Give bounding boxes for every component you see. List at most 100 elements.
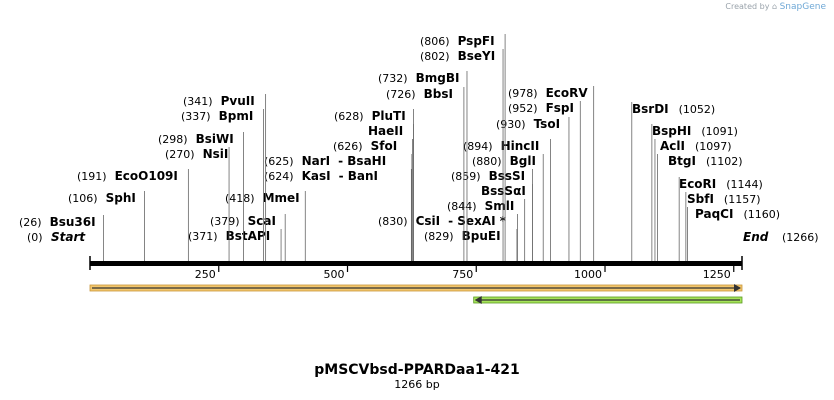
enzyme-site-nari[interactable]: (625) NarI - BsaHI <box>264 154 386 168</box>
arrow-left-icon <box>474 296 482 304</box>
enzyme-site-pvuii[interactable]: (341) PvuII <box>183 94 255 108</box>
enzyme-position: (1097) <box>695 140 732 153</box>
enzyme-site-ecorv[interactable]: (978) EcoRV <box>508 86 588 100</box>
enzyme-name: SfoI <box>371 139 398 153</box>
enzyme-name: TsoI <box>534 117 560 131</box>
enzyme-position: (830) <box>378 215 408 228</box>
enzyme-site-sbfi[interactable]: SbfI (1157) <box>687 192 761 206</box>
enzyme-site-scai[interactable]: (379) ScaI <box>210 214 276 228</box>
enzyme-name: EcoRV <box>546 86 589 100</box>
enzyme-position: (1157) <box>724 193 761 206</box>
enzyme-position: (806) <box>420 35 450 48</box>
enzyme-site-btgi[interactable]: BtgI (1102) <box>668 154 743 168</box>
enzyme-site-mmei[interactable]: (418) MmeI <box>225 191 300 205</box>
enzyme-name: HaeII <box>368 124 403 138</box>
enzyme-site-paqci[interactable]: PaqCI (1160) <box>695 207 780 221</box>
enzyme-site-bstapi[interactable]: (371) BstAPI <box>188 229 270 243</box>
enzyme-position: (978) <box>508 87 538 100</box>
scale-tick-label: 250 <box>195 268 216 281</box>
enzyme-name: BpuEI <box>462 229 501 243</box>
enzyme-name: BglI <box>510 154 536 168</box>
enzyme-site-sphi[interactable]: (106) SphI <box>68 191 136 205</box>
enzyme-position: (628) <box>334 110 364 123</box>
enzyme-position: (341) <box>183 95 213 108</box>
enzyme-site-bpuei[interactable]: (829) BpuEI <box>424 229 501 243</box>
enzyme-position: (894) <box>463 140 493 153</box>
enzyme-name: PluTI <box>372 109 406 123</box>
enzyme-site-bmgbi[interactable]: (732) BmgBI <box>378 71 459 85</box>
enzyme-site-pspfi[interactable]: (806) PspFI <box>420 34 495 48</box>
enzyme-position: (371) <box>188 230 218 243</box>
enzyme-site-hincii[interactable]: (894) HincII <box>463 139 539 153</box>
enzyme-name: BsiWI <box>196 132 234 146</box>
enzyme-site-bsssi[interactable]: (859) BssSI <box>451 169 525 183</box>
scale-tick-label: 500 <box>324 268 345 281</box>
enzyme-position: (26) <box>19 216 42 229</box>
enzyme-site-sfoi[interactable]: (626) SfoI <box>333 139 397 153</box>
enzyme-name: CsiI <box>416 214 441 228</box>
enzyme-position: (1091) <box>701 125 738 138</box>
enzyme-name: BstAPI <box>226 229 271 243</box>
enzyme-site-bsu36i[interactable]: (26) Bsu36I <box>19 215 96 229</box>
enzyme-position: (952) <box>508 102 538 115</box>
enzyme-position: (270) <box>165 148 195 161</box>
sequence-backbone <box>90 261 742 266</box>
start-position: (0) <box>27 231 43 244</box>
enzyme-site-smli[interactable]: (844) SmlI <box>447 199 514 213</box>
enzyme-name: PvuII <box>221 94 255 108</box>
enzyme-site-pluti[interactable]: (628) PluTI <box>334 109 406 123</box>
snapgene-logo-icon: ⌂ <box>771 2 778 11</box>
enzyme-name: FspI <box>546 101 574 115</box>
enzyme-position: (1160) <box>743 208 780 221</box>
enzyme-site-bsiwi[interactable]: (298) BsiWI <box>158 132 234 146</box>
scale-tick-label: 1250 <box>703 268 731 281</box>
enzyme-name: SbfI <box>687 192 714 206</box>
enzyme-position: (191) <box>77 170 107 183</box>
enzyme-name: SphI <box>106 191 136 205</box>
enzyme-site-kasi[interactable]: (624) KasI - BanI <box>264 169 378 183</box>
enzyme-site-ecori[interactable]: EcoRI (1144) <box>679 177 763 191</box>
enzyme-name: EcoO109I <box>115 169 178 183</box>
enzyme-position: (726) <box>386 88 416 101</box>
scale-tick-label: 750 <box>452 268 473 281</box>
enzyme-position: (418) <box>225 192 255 205</box>
enzyme-position: (106) <box>68 192 98 205</box>
enzyme-site-tsoi[interactable]: (930) TsoI <box>496 117 560 131</box>
end-label: End <box>743 230 769 244</box>
enzyme-position: (1144) <box>726 178 763 191</box>
snapgene-credit: Created by ⌂ SnapGene <box>725 2 826 12</box>
enzyme-extra-name: - SexAI * <box>448 214 507 228</box>
enzyme-name: BseYI <box>458 49 496 63</box>
enzyme-name: BmgBI <box>416 71 460 85</box>
enzyme-site-nsii[interactable]: (270) NsiI <box>165 147 228 161</box>
enzyme-site-bsphi[interactable]: BspHI (1091) <box>652 124 738 138</box>
enzyme-site-bbsi[interactable]: (726) BbsI <box>386 87 453 101</box>
start-label: Start <box>51 230 86 244</box>
enzyme-site-ecoo109i[interactable]: (191) EcoO109I <box>77 169 178 183</box>
enzyme-position: (626) <box>333 140 363 153</box>
enzyme-site-haeii[interactable]: HaeII <box>368 124 403 138</box>
enzyme-name: NsiI <box>203 147 229 161</box>
enzyme-site-bpmi[interactable]: (337) BpmI <box>181 109 253 123</box>
enzyme-name: BtgI <box>668 154 696 168</box>
enzyme-name: ScaI <box>248 214 276 228</box>
enzyme-site-csii[interactable]: (830) CsiI - SexAI * <box>378 214 507 228</box>
enzyme-site-acli[interactable]: AclI (1097) <box>660 139 732 153</box>
enzyme-position: (1102) <box>706 155 743 168</box>
enzyme-site-bsrdi[interactable]: BsrDI (1052) <box>632 102 715 116</box>
enzyme-position: (337) <box>181 110 211 123</box>
enzyme-position: (379) <box>210 215 240 228</box>
end-position: (1266) <box>782 231 819 244</box>
enzyme-site-bseyi[interactable]: (802) BseYI <box>420 49 495 63</box>
enzyme-name: NarI <box>302 154 331 168</box>
enzyme-name: Bsu36I <box>50 215 96 229</box>
enzyme-position: (930) <box>496 118 526 131</box>
enzyme-site-bgli[interactable]: (880) BglI <box>472 154 536 168</box>
enzyme-site-fspi[interactable]: (952) FspI <box>508 101 574 115</box>
enzyme-name: BssSI <box>489 169 526 183</box>
enzyme-name: HincII <box>501 139 540 153</box>
enzyme-name: AclI <box>660 139 685 153</box>
enzyme-position: (844) <box>447 200 477 213</box>
enzyme-name: EcoRI <box>679 177 716 191</box>
